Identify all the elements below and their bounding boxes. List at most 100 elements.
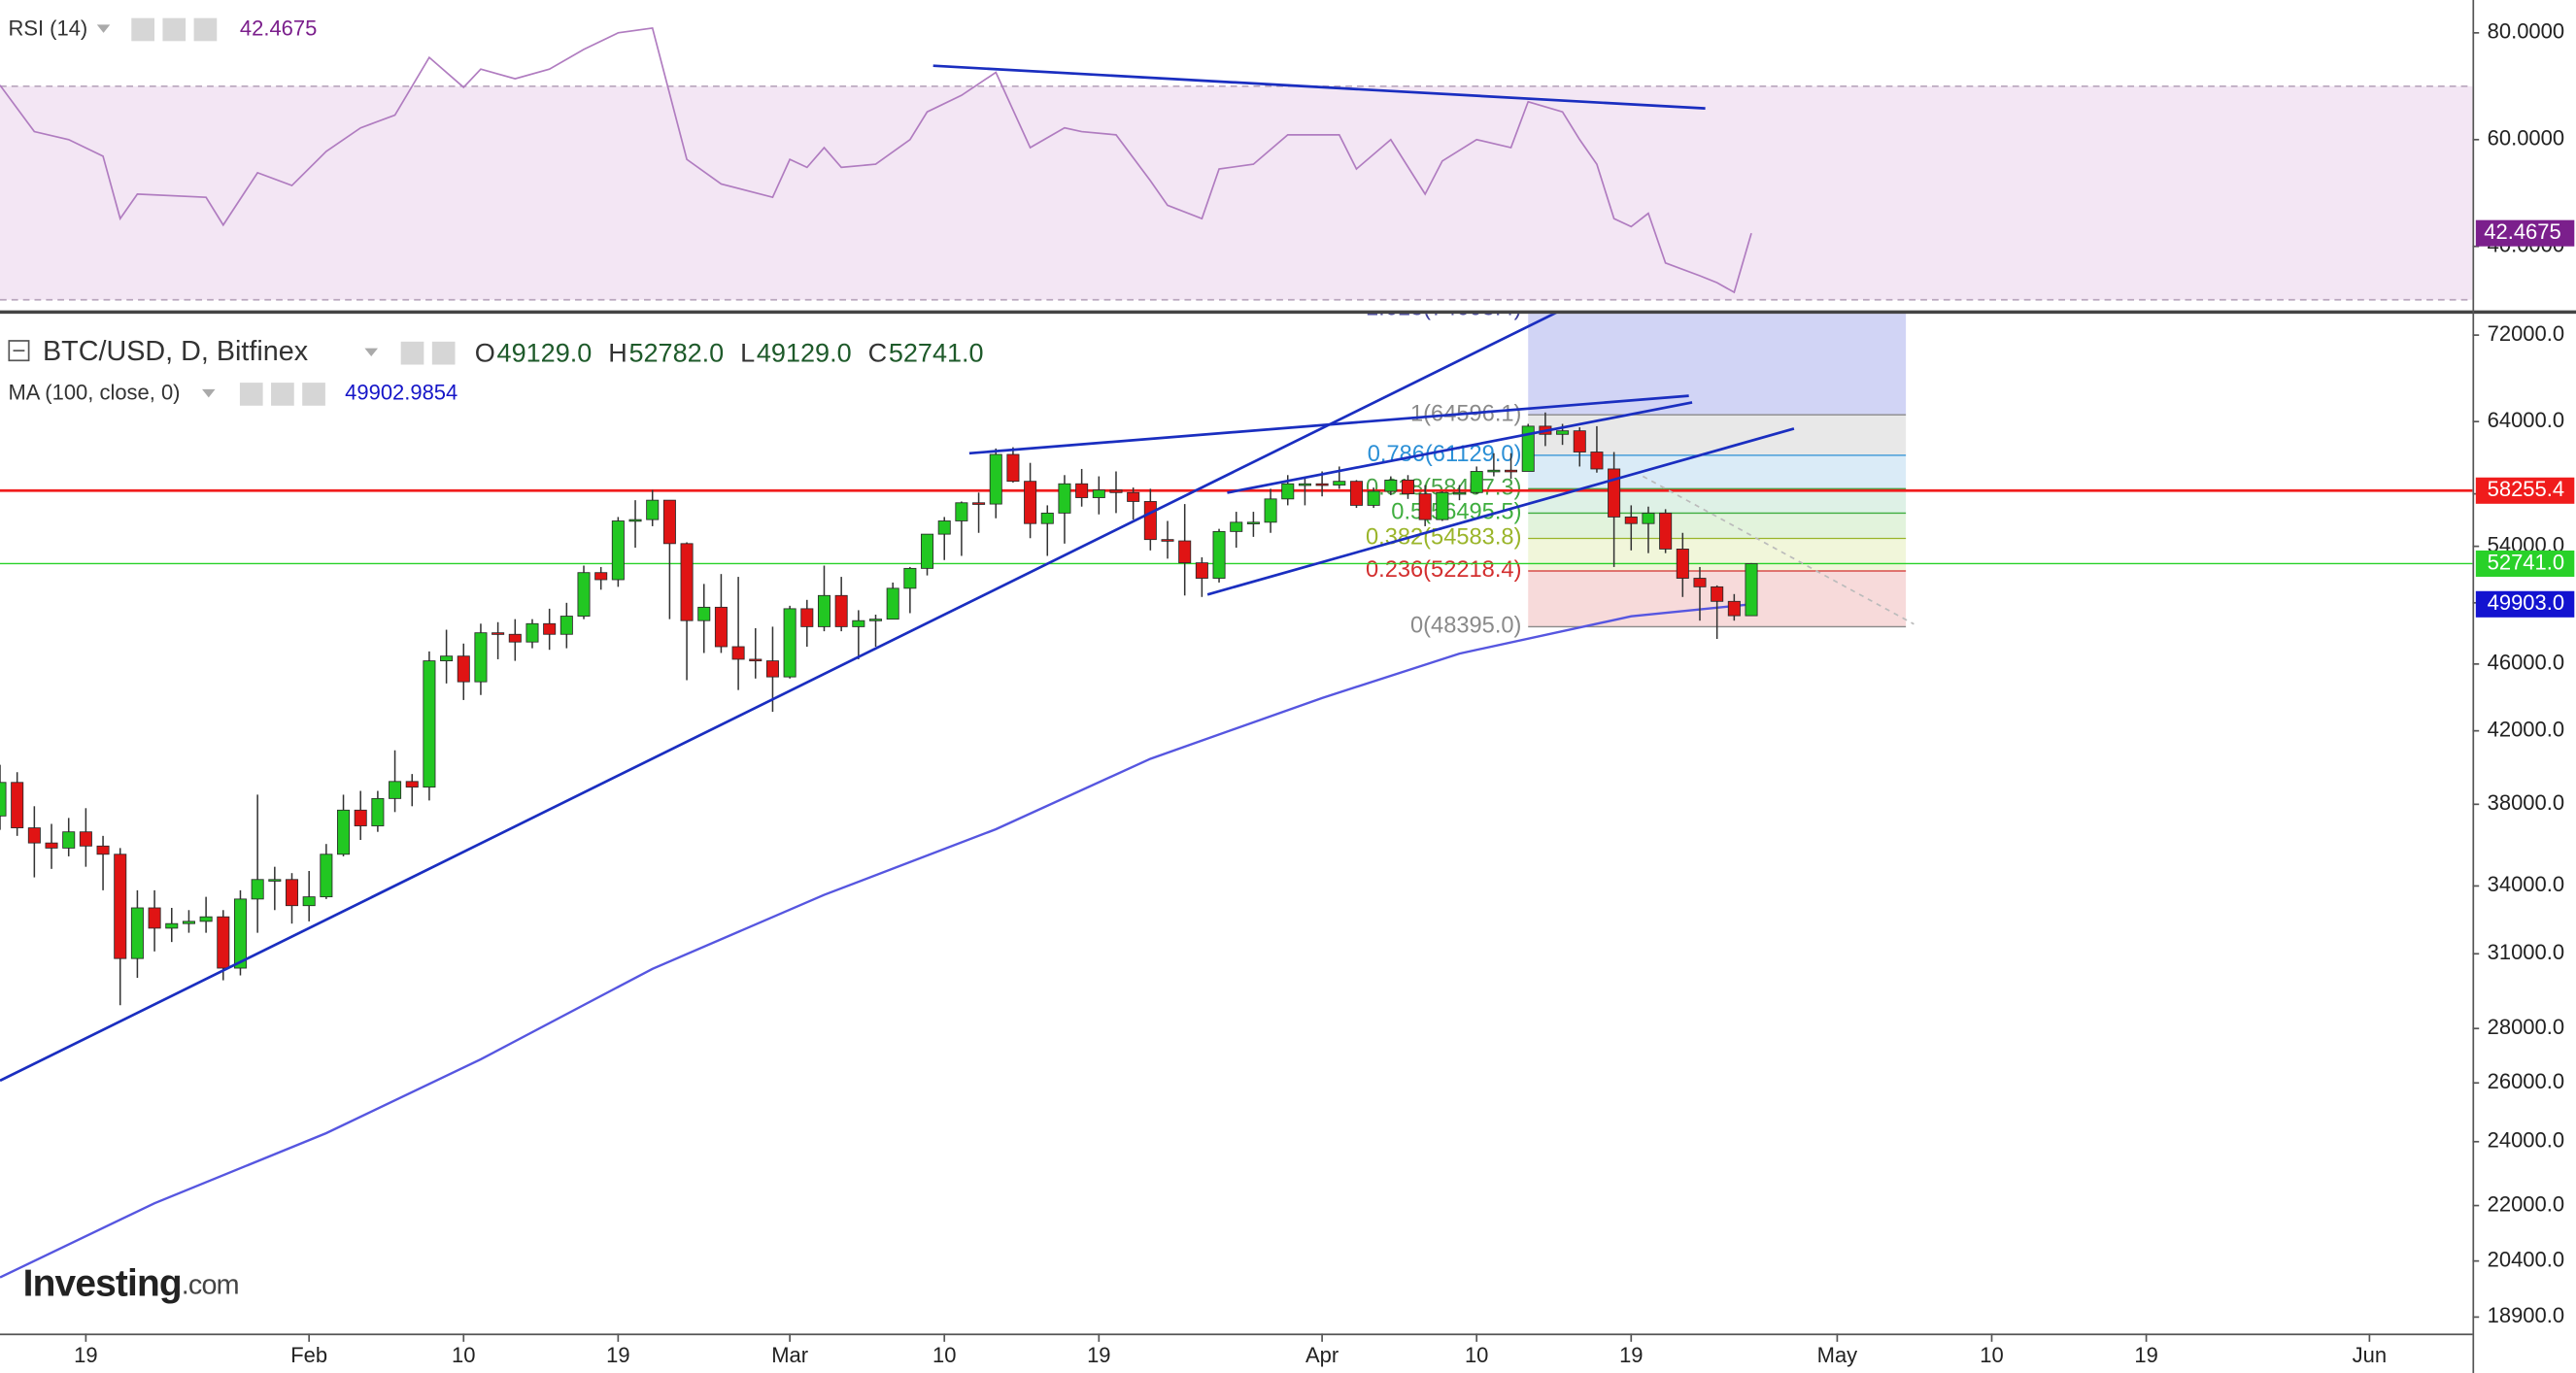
ohlc-value: 52782.0	[628, 338, 724, 367]
candle-body	[852, 620, 865, 627]
price-box-label: 49903.0	[2488, 590, 2564, 615]
candle-body	[1608, 468, 1621, 518]
candle-body	[1075, 483, 1089, 498]
y-tick-label: 20400.0	[2488, 1247, 2564, 1271]
ohlc-key: O	[475, 338, 495, 367]
candle-body	[1521, 425, 1535, 472]
candle-body	[217, 916, 230, 969]
candle-body	[1470, 471, 1483, 493]
candle-body	[1092, 489, 1105, 498]
price-box	[2475, 477, 2575, 504]
fib-label: 1.618(74608.4)	[1366, 295, 1521, 320]
icon	[193, 17, 218, 42]
rsi-value: 42.4675	[240, 16, 317, 40]
candle-body	[1195, 562, 1208, 579]
logo: Investing.com	[23, 1263, 239, 1305]
candle-body	[731, 646, 745, 660]
candle-body	[972, 502, 986, 505]
candle-body	[1058, 483, 1071, 514]
candle-body	[1436, 491, 1449, 520]
rsi-line	[0, 26, 1752, 294]
icon	[239, 383, 263, 406]
candle-body	[1161, 539, 1174, 542]
candle-body	[1711, 586, 1724, 602]
candle-body	[1659, 512, 1673, 550]
x-tick-label: 10	[1465, 1343, 1488, 1367]
rsi-band	[0, 85, 2473, 300]
candle-body	[1676, 549, 1689, 579]
candle-body	[937, 520, 951, 535]
dropdown-icon	[364, 348, 379, 357]
candle-body	[62, 831, 76, 849]
candle-body	[354, 809, 367, 826]
fib-label: 0.382(54583.8)	[1366, 525, 1521, 551]
rsi-title: RSI (14)	[8, 16, 87, 40]
projection-line	[1642, 475, 1915, 625]
candle-body	[543, 622, 557, 635]
y-tick-label: 72000.0	[2488, 321, 2564, 346]
candle-body	[697, 606, 711, 621]
x-tick-label: May	[1817, 1343, 1858, 1367]
fib-band	[1528, 314, 1907, 416]
candle-body	[869, 619, 883, 621]
fib-label: 0(48395.0)	[1410, 614, 1521, 639]
candle-body	[1230, 521, 1243, 532]
candle-body	[955, 502, 968, 521]
candle-body	[199, 916, 213, 922]
candle-body	[302, 896, 316, 907]
fib-label: 0.786(61129.0)	[1368, 442, 1522, 467]
rsi-drawings	[932, 64, 1706, 111]
ohlc-value: 52741.0	[889, 338, 984, 367]
candle-body	[491, 632, 505, 635]
candle-body	[440, 655, 454, 662]
candle-body	[714, 606, 728, 648]
x-tick-label: Apr	[1305, 1343, 1339, 1367]
candle-body	[1745, 563, 1758, 617]
fib-band	[1528, 454, 1907, 489]
x-tick-label: 19	[2134, 1343, 2157, 1367]
icon	[271, 383, 294, 406]
y-tick-label: 60.0000	[2488, 126, 2564, 151]
last-value-label: 42.4675	[2484, 219, 2560, 244]
candle-body	[474, 632, 488, 683]
candle-body	[371, 797, 385, 826]
trendline	[0, 314, 1557, 1083]
candle-body	[680, 543, 694, 621]
dropdown-icon	[202, 388, 216, 398]
y-tick-label: 24000.0	[2488, 1128, 2564, 1153]
candle-body	[182, 921, 195, 924]
candle-body	[1556, 430, 1570, 435]
ma-value: 49902.9854	[345, 381, 458, 405]
candle-body	[268, 879, 282, 882]
ohlc-value: 49129.0	[497, 338, 593, 367]
candle-body	[508, 633, 522, 643]
y-tick-label: 28000.0	[2488, 1015, 2564, 1039]
candle-body	[749, 658, 763, 662]
candle-body	[989, 453, 1002, 505]
logo-suffix: .com	[182, 1269, 239, 1300]
candle-body	[1349, 481, 1363, 506]
collapse-icon	[8, 340, 30, 362]
y-tick-label: 26000.0	[2488, 1069, 2564, 1093]
candle-body	[765, 660, 779, 678]
y-tick-label: 18900.0	[2488, 1303, 2564, 1327]
candle-body	[79, 831, 92, 847]
last-value-box	[2475, 219, 2575, 247]
icon	[131, 17, 154, 42]
candle-body	[594, 572, 608, 581]
candle-body	[1505, 469, 1518, 473]
icon	[431, 341, 456, 365]
candle-body	[1727, 600, 1741, 617]
legends: RSI (14) 42.4675 BTC/USD, D, Bitfinex MA…	[8, 16, 983, 1304]
fib-band	[1528, 538, 1907, 571]
chart-title: BTC/USD, D, Bitfinex	[43, 336, 309, 367]
price-box	[2475, 590, 2575, 618]
candle-body	[1264, 498, 1277, 523]
candle-body	[1040, 512, 1054, 524]
candle-body	[1573, 430, 1586, 452]
candle-body	[1006, 453, 1020, 483]
candle-body	[611, 520, 625, 581]
ma-line	[0, 603, 1752, 1279]
fib-band	[1528, 488, 1907, 514]
x-tick-label: 10	[1980, 1343, 2003, 1367]
